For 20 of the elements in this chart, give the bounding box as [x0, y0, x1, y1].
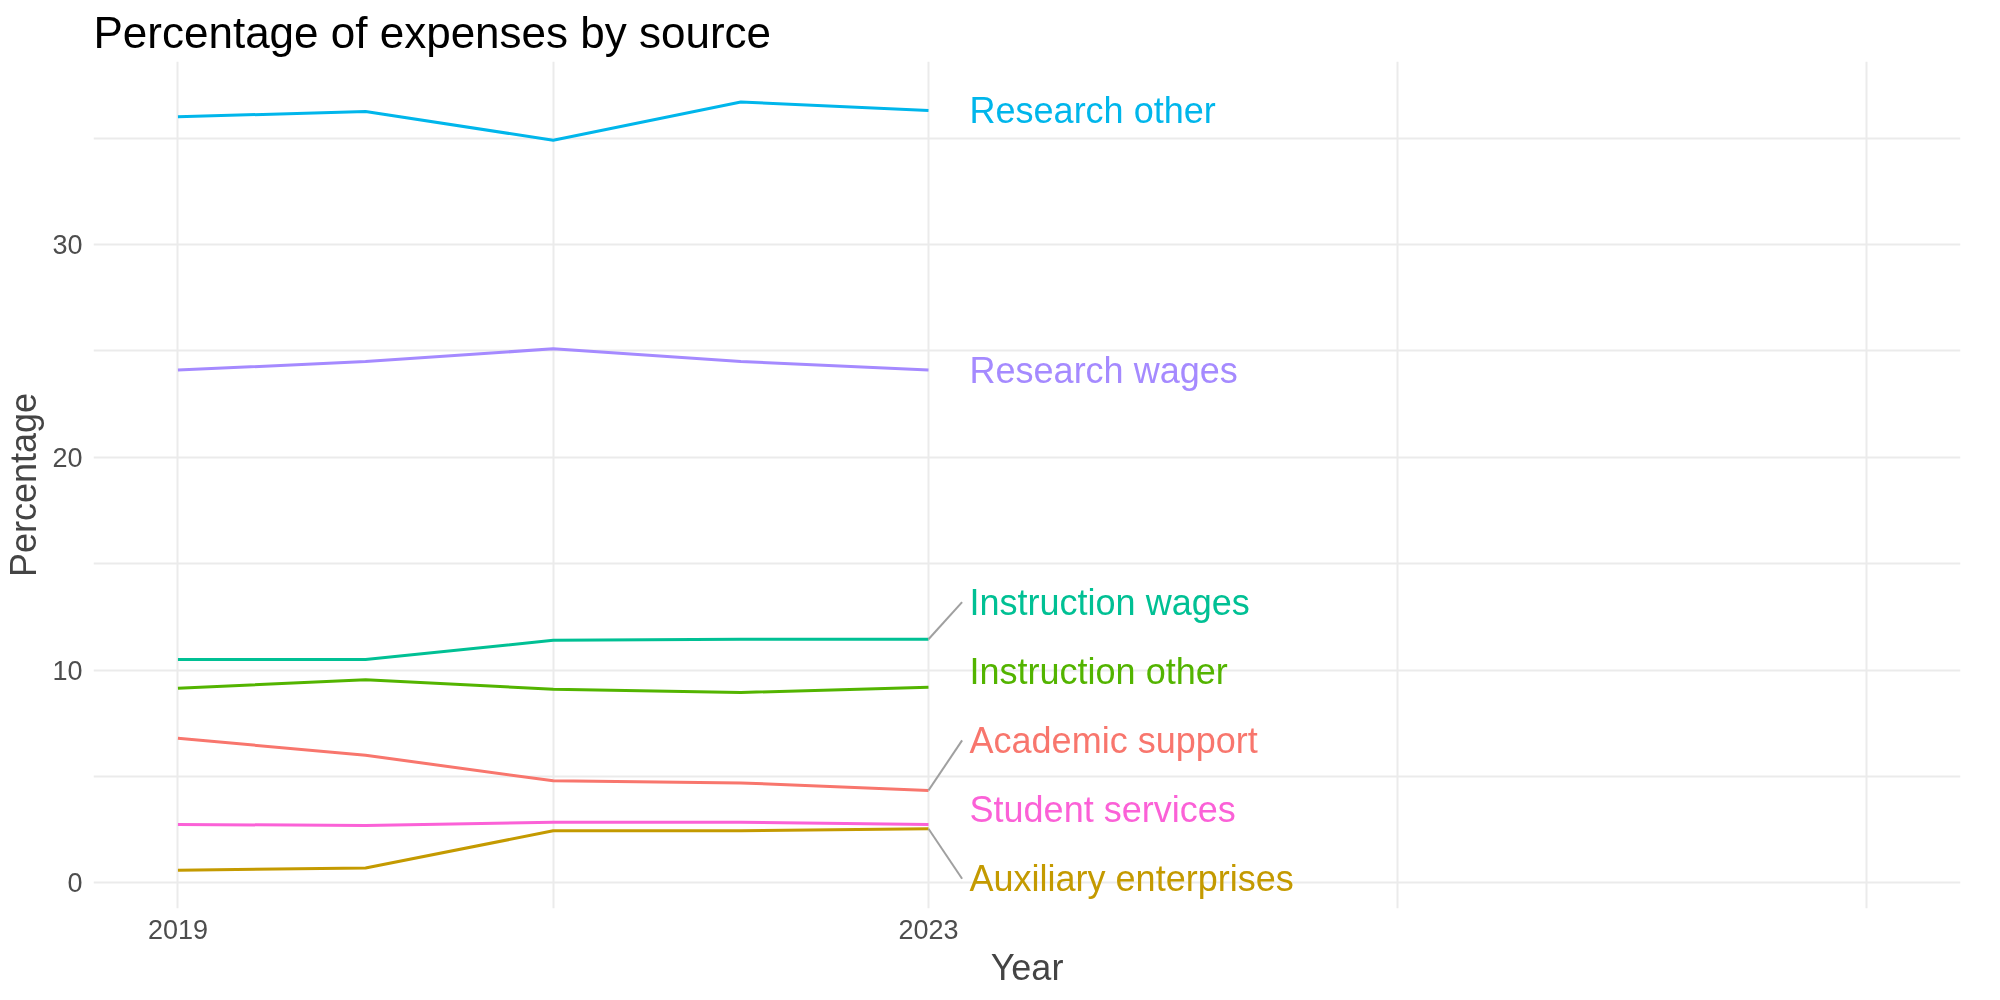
series-label: Research wages	[969, 349, 1238, 391]
series-label: Instruction wages	[969, 581, 1250, 623]
y-tick-label: 30	[52, 230, 83, 261]
chart-title: Percentage of expenses by source	[93, 7, 772, 57]
y-tick-label: 20	[52, 442, 83, 473]
series-label: Research other	[969, 89, 1216, 131]
y-tick-label: 10	[52, 655, 83, 686]
x-tick-label: 2019	[147, 914, 208, 945]
y-tick-label: 0	[67, 868, 83, 899]
x-axis-title: Year	[990, 946, 1064, 988]
series-label: Academic support	[969, 719, 1258, 761]
series-label: Instruction other	[969, 650, 1228, 692]
series-label: Auxiliary enterprises	[969, 858, 1294, 900]
line-series	[176, 827, 930, 872]
line-series	[176, 678, 930, 694]
series-label: Student services	[969, 789, 1236, 831]
line-series	[176, 736, 930, 792]
line-series	[176, 100, 930, 142]
y-axis-title: Percentage	[3, 392, 45, 578]
x-tick-label: 2023	[898, 914, 959, 945]
